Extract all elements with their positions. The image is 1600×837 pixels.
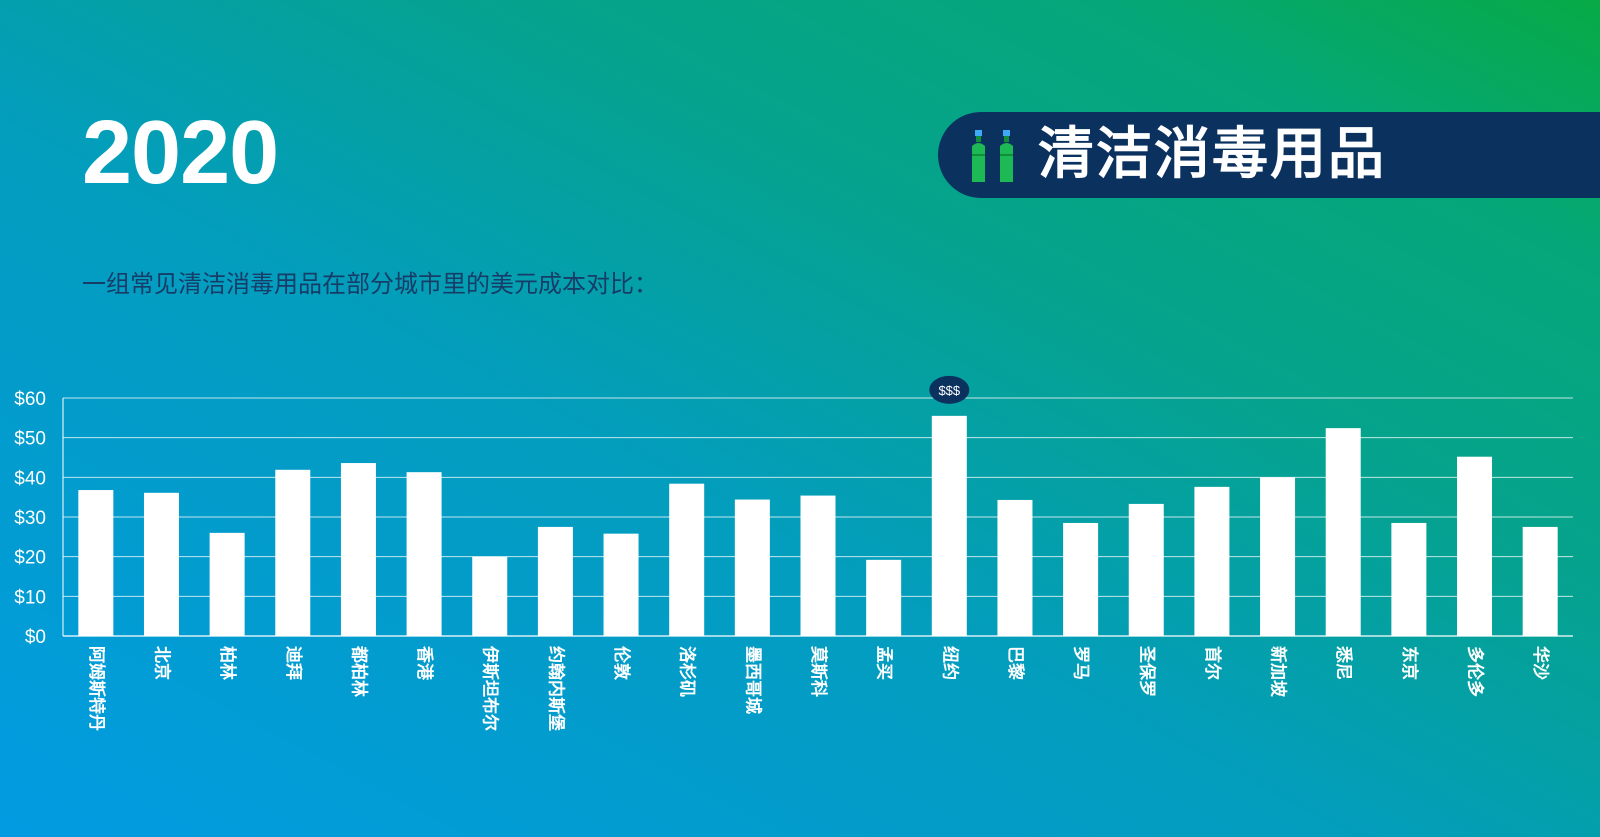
x-tick-label: 伦敦 (611, 646, 632, 681)
cleaning-bottles-icon (972, 130, 1013, 182)
x-tick-label: 阿姆斯特丹 (86, 646, 107, 731)
chart-subtitle: 一组常见清洁消毒用品在部分城市里的美元成本对比： (82, 270, 658, 298)
highlight-badge (929, 375, 970, 404)
bar (866, 559, 902, 636)
y-tick-label: $50 (14, 429, 46, 450)
banner-title: 清洁消毒用品 (1038, 122, 1386, 187)
x-tick-label: 华沙 (1530, 646, 1551, 680)
bar (997, 499, 1033, 636)
x-tick-label: 柏林 (217, 646, 238, 680)
bar (669, 483, 705, 636)
bar (406, 472, 442, 636)
bar (1128, 503, 1164, 636)
y-tick-label: $0 (25, 627, 46, 648)
x-tick-label: 悉尼 (1333, 645, 1353, 680)
x-tick-label: 洛杉矶 (677, 646, 698, 697)
bar (734, 499, 770, 636)
x-tick-label: 约翰内斯堡 (545, 646, 566, 731)
bar (275, 469, 311, 636)
category-banner: 清洁消毒用品 (938, 112, 1600, 198)
x-tick-label: 多伦多 (1465, 646, 1486, 697)
bar (1522, 526, 1558, 636)
x-tick-label: 巴黎 (1005, 646, 1026, 680)
bar (1325, 428, 1361, 636)
bar (1194, 486, 1230, 636)
bar (537, 526, 573, 636)
highlight-badge-label: $$$ (938, 383, 960, 398)
bar (1260, 477, 1296, 636)
x-tick-label: 孟买 (874, 646, 894, 680)
year-title: 2020 (82, 103, 279, 203)
x-tick-label: 墨西哥城 (742, 646, 762, 714)
bar (800, 495, 836, 636)
bar (1391, 522, 1427, 636)
x-tick-label: 香港 (414, 646, 435, 681)
x-tick-label: 北京 (151, 646, 172, 680)
y-tick-label: $60 (14, 389, 46, 410)
x-tick-label: 新加坡 (1268, 646, 1289, 697)
bar (472, 556, 508, 636)
bar (1063, 522, 1099, 636)
x-tick-label: 纽约 (939, 646, 960, 680)
bar (340, 463, 376, 636)
x-tick-label: 都柏林 (348, 645, 369, 697)
x-tick-label: 迪拜 (283, 646, 304, 680)
bar (1457, 456, 1493, 636)
y-tick-label: $20 (14, 548, 46, 569)
y-tick-label: $10 (14, 587, 46, 608)
bar (143, 492, 179, 636)
bar (78, 490, 114, 636)
x-tick-label: 罗马 (1071, 646, 1091, 680)
x-tick-label: 莫斯科 (808, 645, 829, 697)
x-tick-label: 首尔 (1202, 646, 1223, 680)
bar-chart: $0 $10 $20 $30 $40 $50 $60 阿姆斯特丹 北京 柏林 迪拜 都柏林 香港 伊斯坦布… (14, 375, 1573, 731)
x-tick-label: 东京 (1399, 646, 1420, 680)
y-tick-label: $30 (14, 508, 46, 529)
bar (209, 532, 245, 636)
bar (931, 415, 967, 636)
x-tick-label: 圣保罗 (1136, 646, 1157, 697)
bar (603, 533, 639, 636)
x-tick-label: 伊斯坦布尔 (480, 645, 501, 731)
y-tick-label: $40 (14, 468, 46, 489)
